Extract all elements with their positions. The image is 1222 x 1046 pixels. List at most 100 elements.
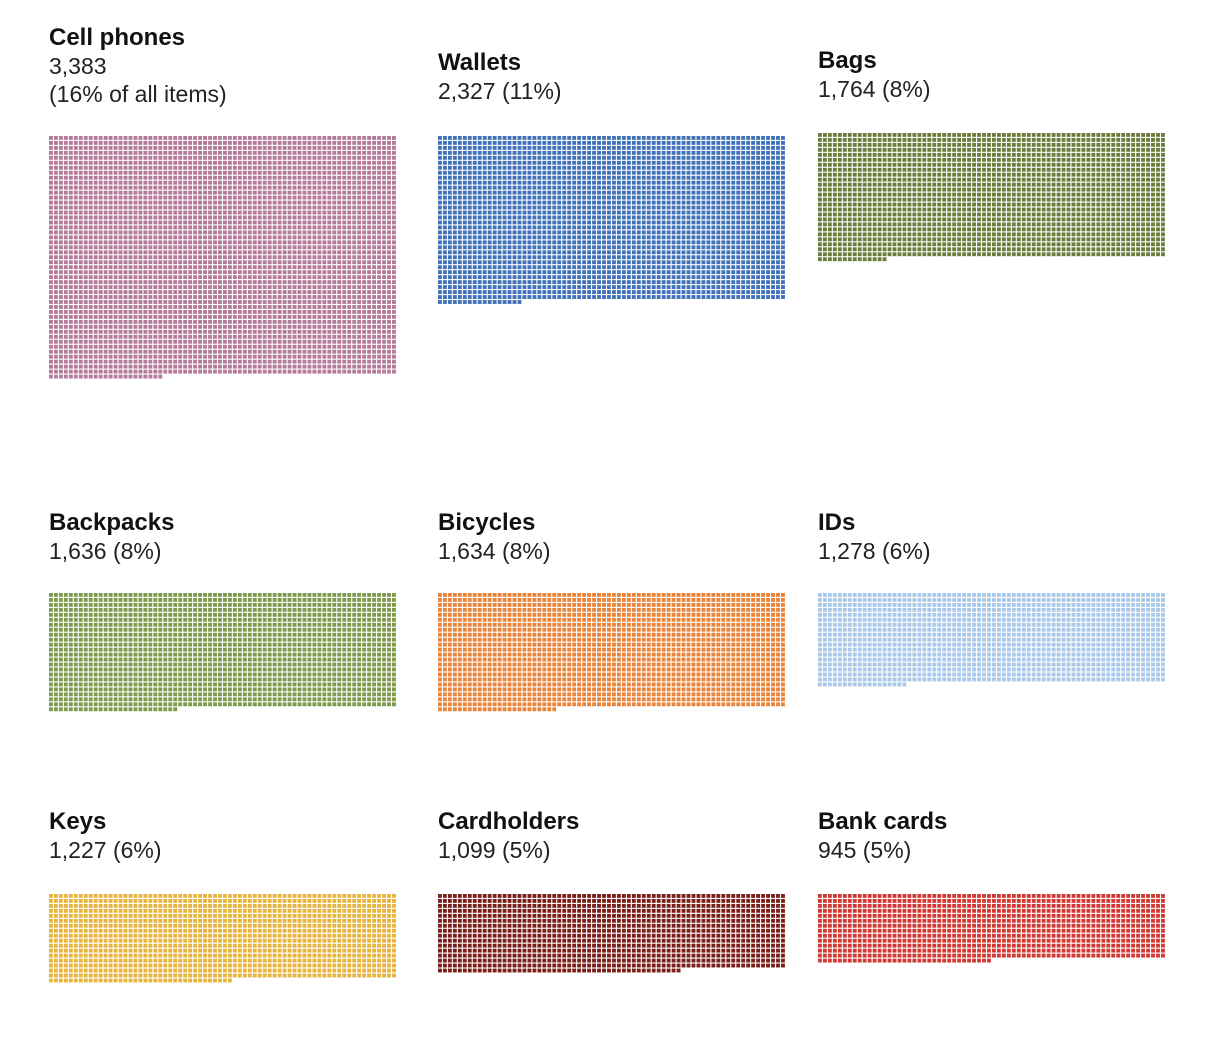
waffle-square — [247, 290, 252, 294]
waffle-square — [377, 305, 381, 309]
waffle-square — [302, 215, 307, 220]
waffle-square — [312, 165, 317, 170]
waffle-square — [387, 150, 391, 155]
waffle-square — [123, 354, 128, 359]
waffle-square — [208, 140, 212, 145]
waffle-square — [73, 339, 78, 344]
waffle-square — [198, 314, 203, 319]
waffle-square — [547, 145, 552, 150]
waffle-square — [382, 349, 386, 354]
waffle-square — [203, 324, 207, 329]
waffle-square — [227, 314, 232, 319]
waffle-square — [372, 250, 377, 255]
waffle-square — [542, 220, 547, 225]
waffle-square — [577, 160, 582, 165]
waffle-square — [227, 220, 232, 225]
waffle-square — [203, 329, 207, 334]
waffle-square — [352, 165, 357, 170]
waffle-square — [218, 160, 222, 165]
waffle-square — [372, 349, 377, 354]
waffle-square — [118, 195, 123, 200]
waffle-square — [68, 210, 73, 215]
waffle-square — [292, 195, 297, 200]
waffle-square — [257, 270, 262, 275]
waffle-square — [198, 295, 203, 299]
waffle-square — [661, 185, 666, 190]
waffle-square — [756, 160, 761, 165]
waffle-square — [93, 319, 98, 324]
waffle-square — [447, 195, 452, 200]
waffle-square — [262, 260, 267, 265]
waffle-square — [272, 364, 277, 369]
waffle-square — [168, 369, 173, 374]
waffle-square — [173, 240, 178, 245]
waffle-square — [53, 270, 58, 275]
waffle-square — [517, 240, 522, 245]
waffle-square — [377, 364, 381, 369]
waffle-square — [562, 190, 567, 195]
waffle-square — [242, 220, 247, 225]
waffle-square — [242, 295, 247, 299]
waffle-square — [203, 160, 207, 165]
waffle-square — [203, 210, 207, 215]
waffle-square — [502, 240, 507, 245]
waffle-square — [592, 195, 596, 200]
waffle-square — [178, 305, 183, 309]
waffle-square — [766, 175, 770, 180]
waffle-square — [188, 359, 193, 364]
waffle-square — [766, 155, 770, 160]
waffle-square — [691, 200, 696, 205]
waffle-square — [148, 354, 153, 359]
waffle-square — [267, 324, 272, 329]
waffle-square — [392, 205, 396, 210]
waffle-square — [103, 140, 108, 145]
waffle-square — [158, 349, 163, 354]
waffle-square — [681, 235, 686, 240]
waffle-square — [322, 136, 327, 140]
waffle-square — [577, 205, 582, 210]
waffle-square — [73, 136, 78, 140]
waffle-square — [252, 270, 257, 275]
waffle-square — [108, 364, 113, 369]
waffle-square — [218, 250, 222, 255]
waffle-square — [392, 275, 396, 280]
waffle-square — [497, 240, 502, 245]
waffle-square — [701, 235, 706, 240]
waffle-square — [83, 160, 88, 165]
waffle-square — [332, 280, 337, 285]
waffle-square — [656, 230, 661, 235]
waffle-square — [168, 210, 173, 215]
waffle-square — [287, 334, 292, 339]
waffle-square — [537, 200, 542, 205]
waffle-square — [133, 329, 138, 334]
waffle-square — [223, 270, 227, 275]
waffle-square — [616, 245, 621, 250]
waffle-square — [163, 220, 168, 225]
waffle-square — [297, 225, 302, 230]
waffle-square — [736, 240, 741, 245]
waffle-square — [277, 205, 282, 210]
waffle-square — [352, 300, 357, 304]
waffle-square — [681, 165, 686, 170]
waffle-square — [98, 275, 103, 280]
waffle-square — [492, 235, 497, 240]
waffle-square — [103, 305, 108, 309]
waffle-square — [367, 180, 372, 185]
waffle-square — [58, 300, 63, 304]
waffle-square — [706, 190, 711, 195]
waffle-square — [502, 155, 507, 160]
waffle-square — [193, 314, 198, 319]
waffle-square — [128, 354, 133, 359]
waffle-square — [517, 190, 522, 195]
waffle-square — [163, 175, 168, 180]
waffle-square — [352, 155, 357, 160]
waffle-square — [532, 225, 537, 230]
waffle-square — [502, 205, 507, 210]
waffle-square — [198, 245, 203, 250]
waffle-square — [731, 200, 736, 205]
waffle-square — [237, 240, 242, 245]
waffle-square — [512, 195, 517, 200]
waffle-square — [83, 185, 88, 190]
waffle-square — [312, 185, 317, 190]
waffle-square — [696, 175, 701, 180]
